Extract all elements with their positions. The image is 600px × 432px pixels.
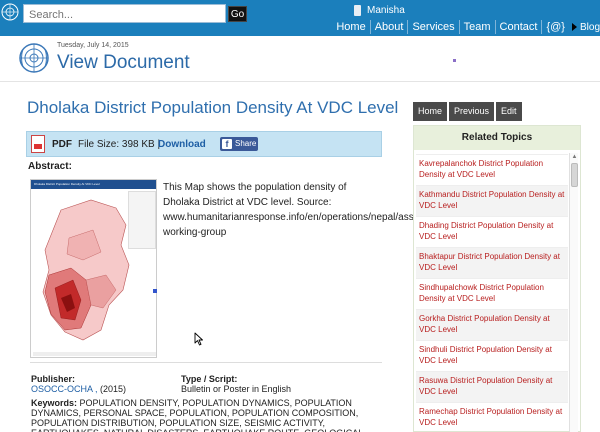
home-button[interactable]: Home — [413, 102, 448, 121]
map-title: Dholaka District Population Density At V… — [34, 182, 100, 186]
map-side-dot — [153, 289, 157, 293]
mouse-cursor-icon — [194, 332, 203, 346]
scroll-thumb[interactable] — [571, 163, 578, 187]
related-topic-link[interactable]: Kathmandu District Population Density at… — [416, 185, 568, 216]
user-icon — [354, 4, 361, 16]
map-thumbnail[interactable]: Dholaka District Population Density At V… — [30, 179, 157, 358]
current-date: Tuesday, July 14, 2015 — [57, 42, 129, 49]
nav-blog[interactable]: Blog — [569, 22, 600, 33]
facebook-share-button[interactable]: f Share — [220, 137, 258, 151]
divider — [30, 362, 382, 363]
map-header-strip: Dholaka District Population Density At V… — [31, 180, 156, 189]
publisher-year: (2015) — [100, 384, 127, 394]
page-header: Tuesday, July 14, 2015 View Document — [0, 36, 600, 82]
top-nav: Home About Services Team Contact {@} Blo… — [332, 19, 600, 35]
page-title: View Document — [57, 52, 190, 73]
file-size: File Size: 398 KB | — [78, 139, 161, 150]
related-topic-link[interactable]: Ramechap District Population Density at … — [416, 402, 568, 432]
abstract-label: Abstract: — [28, 161, 72, 172]
search-box — [23, 4, 226, 24]
related-topic-link[interactable]: Sindhuli District Population Density at … — [416, 340, 568, 371]
related-topic-link[interactable]: Kavrepalanchok District Population Densi… — [416, 154, 568, 185]
un-logo-icon[interactable] — [0, 2, 20, 22]
top-bar: Go Manisha Home About Services Team Cont… — [0, 0, 600, 36]
nav-contact[interactable]: Contact — [494, 20, 542, 34]
document-title: Dholaka District Population Density At V… — [27, 98, 399, 117]
play-triangle-icon — [571, 23, 577, 31]
go-button[interactable]: Go — [228, 6, 247, 22]
document-actions: Home Previous Edit — [413, 102, 524, 121]
related-topic-link[interactable]: Sindhupalchowk District Population Densi… — [416, 278, 568, 309]
previous-button[interactable]: Previous — [449, 102, 495, 121]
district-map-image — [33, 199, 156, 356]
related-topic-link[interactable]: Dhading District Population Density at V… — [416, 216, 568, 247]
publisher-label: Publisher: — [31, 374, 76, 384]
nav-team[interactable]: Team — [458, 20, 495, 34]
share-label: Share — [235, 139, 257, 148]
pdf-label: PDF — [52, 139, 72, 150]
facebook-icon: f — [222, 139, 232, 149]
nav-about[interactable]: About — [369, 20, 408, 34]
scroll-up-arrow-icon[interactable]: ▲ — [571, 154, 578, 160]
pdf-download-bar: PDF File Size: 398 KB | Download f Share — [26, 131, 382, 157]
map-legend — [128, 191, 156, 249]
related-topic-link[interactable]: Rasuwa District Population Density at VD… — [416, 371, 568, 402]
related-topics-heading: Related Topics — [414, 126, 580, 150]
related-topic-link[interactable]: Bhaktapur District Population Density at… — [416, 247, 568, 278]
related-topics-list: Kavrepalanchok District Population Densi… — [416, 154, 568, 432]
keywords-text: POPULATION DENSITY, POPULATION DYNAMICS,… — [31, 398, 363, 432]
nav-services[interactable]: Services — [407, 20, 458, 34]
edit-button[interactable]: Edit — [496, 102, 522, 121]
search-input[interactable] — [24, 6, 225, 24]
download-link[interactable]: Download — [158, 139, 206, 150]
publisher-value: OSOCC-OCHA , (2015) — [31, 384, 126, 394]
nav-home[interactable]: Home — [336, 21, 366, 33]
keywords-label: Keywords: — [31, 398, 78, 408]
user-menu[interactable]: Manisha — [354, 3, 405, 17]
user-name[interactable]: Manisha — [367, 4, 405, 16]
un-emblem-icon — [19, 43, 49, 73]
type-label: Type / Script: — [181, 374, 238, 384]
related-scrollbar[interactable]: ▲ — [569, 153, 578, 432]
nav-contact-email[interactable]: {@} — [541, 20, 569, 34]
nav-blog-label: Blog — [579, 21, 600, 33]
header-dot — [453, 59, 456, 62]
type-value: Bulletin or Poster in English — [181, 384, 292, 394]
publisher-link[interactable]: OSOCC-OCHA , — [31, 384, 98, 394]
pdf-file-icon[interactable] — [31, 135, 45, 153]
related-topic-link[interactable]: Gorkha District Population Density at VD… — [416, 309, 568, 340]
keywords: Keywords: POPULATION DENSITY, POPULATION… — [31, 398, 367, 432]
related-topics-panel: Related Topics Kavrepalanchok District P… — [413, 125, 581, 432]
abstract-text: This Map shows the population density of… — [163, 182, 455, 238]
